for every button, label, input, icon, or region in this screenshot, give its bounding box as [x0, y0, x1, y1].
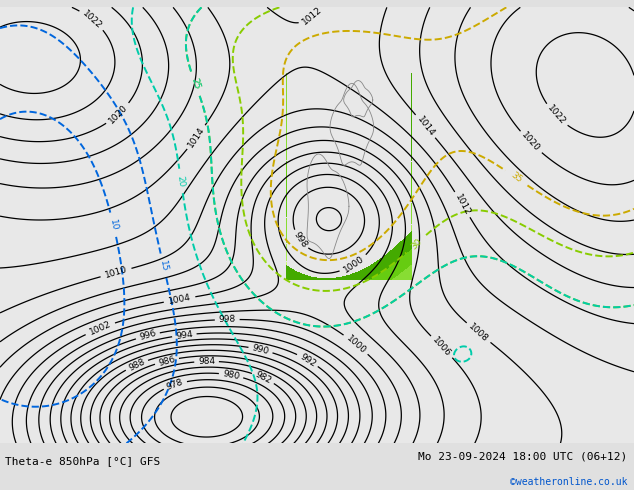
- Text: 1004: 1004: [167, 293, 191, 306]
- Text: 988: 988: [127, 357, 146, 373]
- Text: 1014: 1014: [415, 115, 436, 138]
- Text: 994: 994: [175, 329, 193, 341]
- Text: 978: 978: [165, 377, 184, 392]
- Text: 25: 25: [190, 77, 202, 91]
- Text: Mo 23-09-2024 18:00 UTC (06+12): Mo 23-09-2024 18:00 UTC (06+12): [418, 451, 628, 462]
- Text: 35: 35: [509, 171, 524, 185]
- Text: 996: 996: [138, 329, 157, 343]
- Text: 25: 25: [190, 77, 202, 91]
- Text: 1022: 1022: [545, 104, 567, 127]
- Text: 1000: 1000: [344, 333, 368, 355]
- Text: Theta-e 850hPa [°C] GFS: Theta-e 850hPa [°C] GFS: [5, 456, 160, 466]
- Text: 980: 980: [222, 369, 240, 381]
- Text: ©weatheronline.co.uk: ©weatheronline.co.uk: [510, 477, 628, 487]
- Text: 1012: 1012: [301, 5, 324, 26]
- Text: 20: 20: [176, 175, 186, 187]
- Text: 1020: 1020: [107, 103, 129, 125]
- Text: 992: 992: [298, 352, 318, 368]
- Text: 1012: 1012: [453, 193, 472, 217]
- Text: 1006: 1006: [430, 335, 453, 358]
- Text: 1014: 1014: [186, 125, 207, 149]
- Text: 1002: 1002: [88, 319, 112, 337]
- Text: 990: 990: [251, 343, 270, 356]
- Text: 1022: 1022: [81, 9, 103, 31]
- Text: 15: 15: [158, 259, 169, 272]
- Text: 10: 10: [108, 218, 119, 231]
- Text: 1008: 1008: [467, 321, 490, 344]
- Text: 984: 984: [198, 357, 215, 366]
- Text: 982: 982: [254, 370, 273, 386]
- Text: 998: 998: [292, 230, 308, 249]
- Text: 1000: 1000: [342, 254, 366, 274]
- Text: 1020: 1020: [520, 131, 541, 154]
- Text: 998: 998: [219, 315, 236, 324]
- Text: 986: 986: [157, 354, 176, 368]
- Text: 1010: 1010: [104, 265, 128, 280]
- Text: 30: 30: [409, 237, 424, 251]
